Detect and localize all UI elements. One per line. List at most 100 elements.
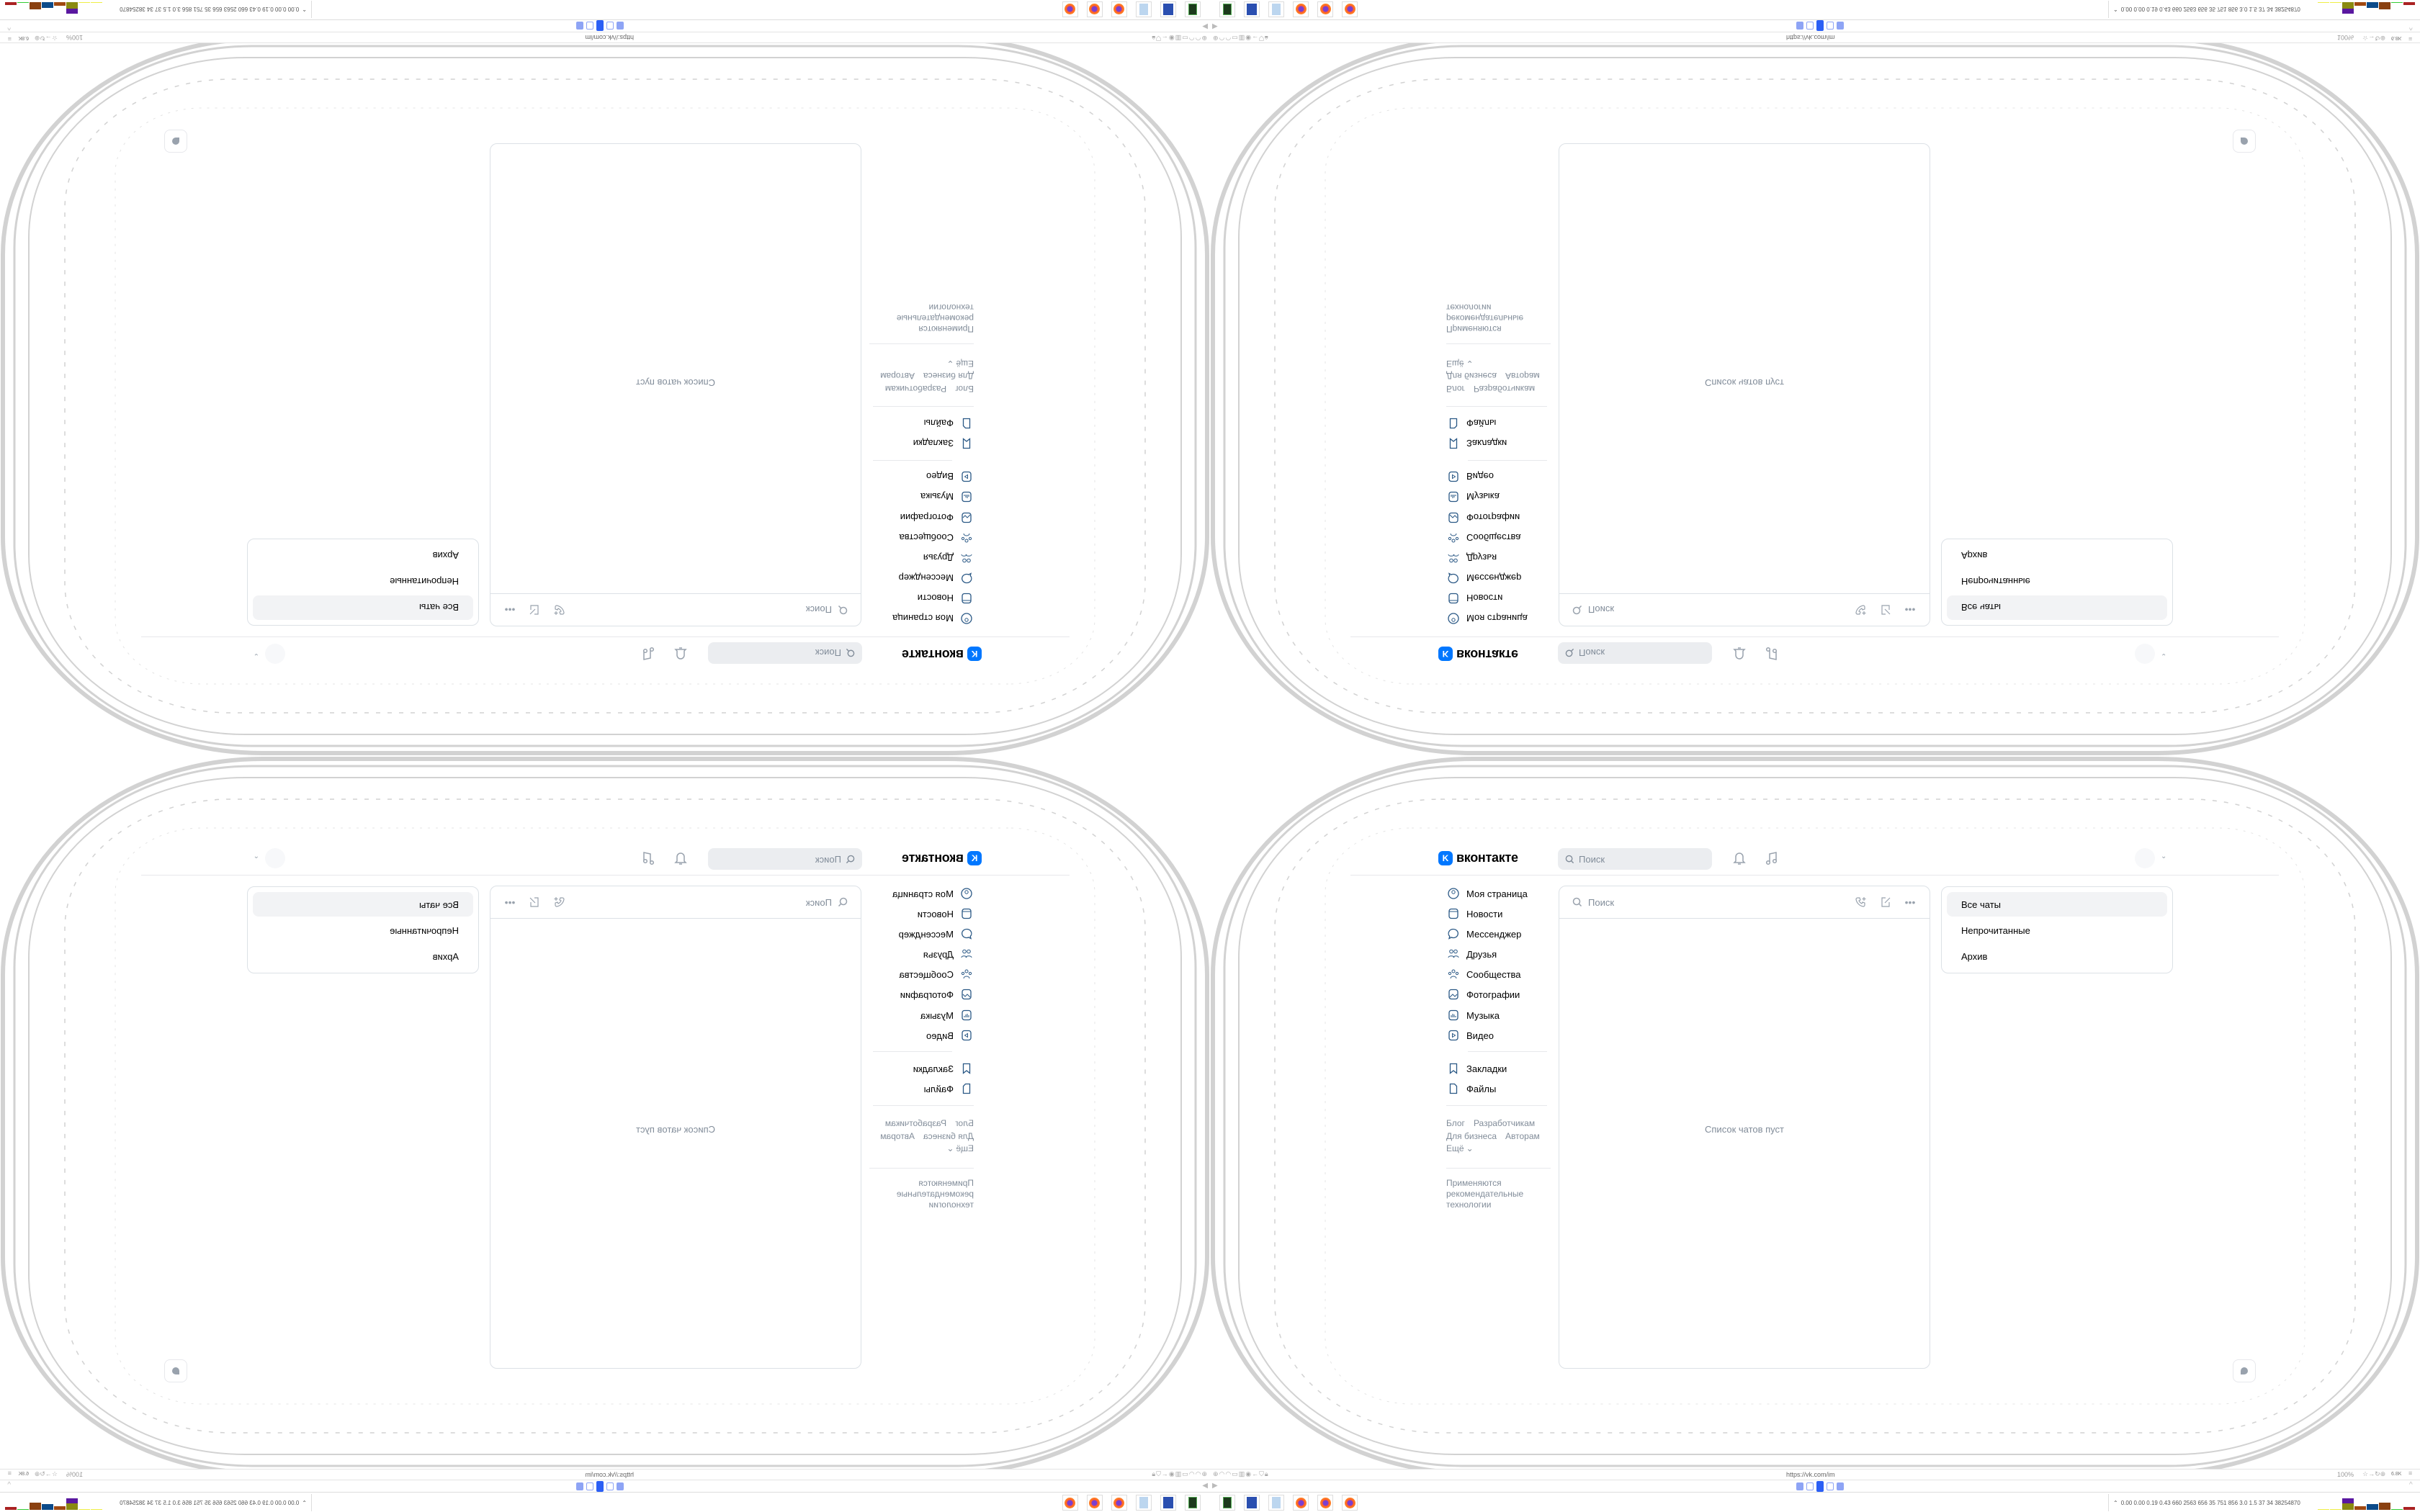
- sidebar-item-photos[interactable]: Фотографии: [900, 986, 973, 1003]
- terminal-icon[interactable]: [1219, 1, 1235, 17]
- header-search-input[interactable]: Поиск: [708, 642, 862, 664]
- save-64-icon[interactable]: [1160, 1, 1176, 17]
- filter-archive[interactable]: Архив: [1961, 950, 1988, 962]
- sidebar-item-my-page[interactable]: Моя страница: [1447, 885, 1528, 902]
- sidebar-item-news[interactable]: Новости: [918, 905, 973, 922]
- play-icon[interactable]: ▶: [1202, 22, 1208, 30]
- tab-vk[interactable]: [576, 22, 583, 30]
- chevron-up-icon[interactable]: ⌃: [302, 6, 307, 13]
- sidebar-item-video[interactable]: Видео: [1447, 468, 1494, 485]
- browser-url-bar[interactable]: ⊕◠◠▭▥◉←⛉🔒︎ https://vk.com/im 100% ☆→↻⊕ 6…: [0, 1469, 1210, 1480]
- tab-vk[interactable]: [617, 22, 624, 30]
- firefox-icon[interactable]: [1293, 1, 1309, 17]
- zoom-level[interactable]: 100%: [2337, 34, 2354, 41]
- sidebar-item-video[interactable]: Видео: [926, 468, 973, 485]
- chevron-up-icon[interactable]: ⌃: [2113, 6, 2118, 13]
- footer-link-authors[interactable]: Авторам: [880, 1131, 915, 1141]
- menu-icon[interactable]: ≡: [2408, 1470, 2413, 1477]
- footer-link-blog[interactable]: Блог: [955, 1118, 974, 1128]
- filter-unread[interactable]: Непрочитанные: [390, 924, 459, 936]
- call-add-icon[interactable]: [1852, 896, 1870, 908]
- sidebar-item-music[interactable]: Музыка: [1447, 488, 1500, 505]
- footer-link-business[interactable]: Для бизнеса: [923, 371, 974, 381]
- chat-search-input[interactable]: Поиск •••: [490, 593, 861, 626]
- sidebar-item-communities[interactable]: Сообщества: [899, 966, 973, 983]
- play-icon[interactable]: ▶: [1202, 1482, 1208, 1490]
- sidebar-item-bookmarks[interactable]: Закладки: [1447, 1060, 1507, 1077]
- sidebar-item-my-page[interactable]: Моя страница: [892, 885, 973, 902]
- brand-name[interactable]: вконтакте: [1456, 647, 1518, 662]
- brand-name[interactable]: вконтакте: [902, 647, 964, 662]
- call-add-icon[interactable]: [550, 896, 568, 908]
- header-search-input[interactable]: Поиск: [1558, 642, 1712, 664]
- zoom-level[interactable]: 100%: [66, 34, 83, 41]
- tab-vk[interactable]: [617, 1482, 624, 1490]
- sidebar-item-music[interactable]: Музыка: [1447, 1007, 1500, 1024]
- more-icon[interactable]: •••: [1904, 604, 1916, 616]
- toolbar-icons[interactable]: ☆→↻⊕: [2362, 35, 2386, 42]
- footer-link-business[interactable]: Для бизнеса: [923, 1131, 974, 1141]
- extension-badge[interactable]: 6.8K: [2391, 35, 2402, 40]
- filter-archive[interactable]: Архив: [1961, 550, 1988, 562]
- vk-logo-icon[interactable]: K: [1438, 851, 1453, 865]
- chat-search-input[interactable]: Поиск •••: [1559, 886, 1930, 919]
- tab[interactable]: [586, 1482, 593, 1490]
- firefox-icon[interactable]: [1342, 1, 1358, 17]
- footer-link-developers[interactable]: Разработчикам: [884, 1118, 947, 1128]
- notepad-icon[interactable]: [1136, 1495, 1152, 1511]
- sidebar-item-bookmarks[interactable]: Закладки: [913, 435, 973, 452]
- chevron-down-icon[interactable]: ⌄: [2161, 852, 2167, 860]
- chat-search-input[interactable]: Поиск •••: [1559, 593, 1930, 626]
- sidebar-item-messenger[interactable]: Мессенджер: [899, 570, 973, 587]
- tab-vk[interactable]: [1796, 22, 1803, 30]
- footer-link-business[interactable]: Для бизнеса: [1446, 1131, 1497, 1141]
- sidebar-item-files[interactable]: Файлы: [1447, 415, 1496, 432]
- footer-link-developers[interactable]: Разработчикам: [884, 384, 947, 394]
- browser-nav-icons[interactable]: ⊕◠◠▭▥◉←⛉🔒︎: [1213, 1470, 1269, 1477]
- url-text[interactable]: https://vk.com/im: [1786, 1471, 1835, 1478]
- chevron-down-icon[interactable]: ⌄: [253, 852, 259, 860]
- avatar[interactable]: [2135, 644, 2155, 664]
- play-icon[interactable]: ▶: [1212, 1482, 1218, 1490]
- filter-unread[interactable]: Непрочитанные: [1961, 924, 2030, 936]
- chat-bubble-button[interactable]: [2233, 1359, 2256, 1382]
- tab[interactable]: [1827, 1482, 1834, 1490]
- extension-badge[interactable]: 6.8K: [18, 1472, 29, 1477]
- sidebar-item-music[interactable]: Музыка: [920, 488, 973, 505]
- footer-link-authors[interactable]: Авторам: [880, 371, 915, 381]
- chat-search-input[interactable]: Поиск •••: [490, 886, 861, 919]
- filter-unread[interactable]: Непрочитанные: [1961, 576, 2030, 588]
- avatar[interactable]: [2135, 848, 2155, 868]
- chevron-up-icon[interactable]: ^: [7, 1481, 11, 1489]
- notepad-icon[interactable]: [1268, 1, 1284, 17]
- tab-vk[interactable]: [576, 1482, 583, 1490]
- sidebar-item-friends[interactable]: Друзья: [1447, 549, 1497, 567]
- compose-icon[interactable]: [525, 604, 544, 616]
- footer-link-more[interactable]: Ещё: [956, 359, 974, 369]
- brand-name[interactable]: вконтакте: [902, 850, 964, 865]
- sidebar-item-messenger[interactable]: Мессенджер: [1447, 925, 1521, 942]
- sidebar-item-files[interactable]: Файлы: [1447, 1080, 1496, 1097]
- sidebar-item-files[interactable]: Файлы: [924, 415, 973, 432]
- sidebar-item-messenger[interactable]: Мессенджер: [1447, 570, 1521, 587]
- notepad-icon[interactable]: [1268, 1495, 1284, 1511]
- url-text[interactable]: https://vk.com/im: [585, 1471, 634, 1478]
- sidebar-item-news[interactable]: Новости: [1447, 590, 1502, 607]
- firefox-icon[interactable]: [1317, 1495, 1333, 1511]
- sidebar-item-news[interactable]: Новости: [1447, 905, 1502, 922]
- footer-link-authors[interactable]: Авторам: [1505, 1131, 1540, 1141]
- sidebar-item-files[interactable]: Файлы: [924, 1080, 973, 1097]
- footer-link-developers[interactable]: Разработчикам: [1473, 384, 1536, 394]
- footer-link-business[interactable]: Для бизнеса: [1446, 371, 1497, 381]
- more-icon[interactable]: •••: [504, 896, 516, 908]
- sidebar-item-communities[interactable]: Сообщества: [1447, 966, 1521, 983]
- filter-all-chats[interactable]: Все чаты: [1947, 595, 2167, 620]
- tab-active[interactable]: [596, 1481, 604, 1492]
- music-icon[interactable]: [641, 647, 655, 661]
- toolbar-icons[interactable]: ☆→↻⊕: [34, 1470, 58, 1477]
- music-icon[interactable]: [1765, 851, 1779, 865]
- chevron-up-icon[interactable]: ^: [7, 23, 11, 31]
- sidebar-item-photos[interactable]: Фотографии: [1447, 986, 1520, 1003]
- terminal-icon[interactable]: [1185, 1495, 1201, 1511]
- vk-logo-icon[interactable]: K: [1438, 647, 1453, 661]
